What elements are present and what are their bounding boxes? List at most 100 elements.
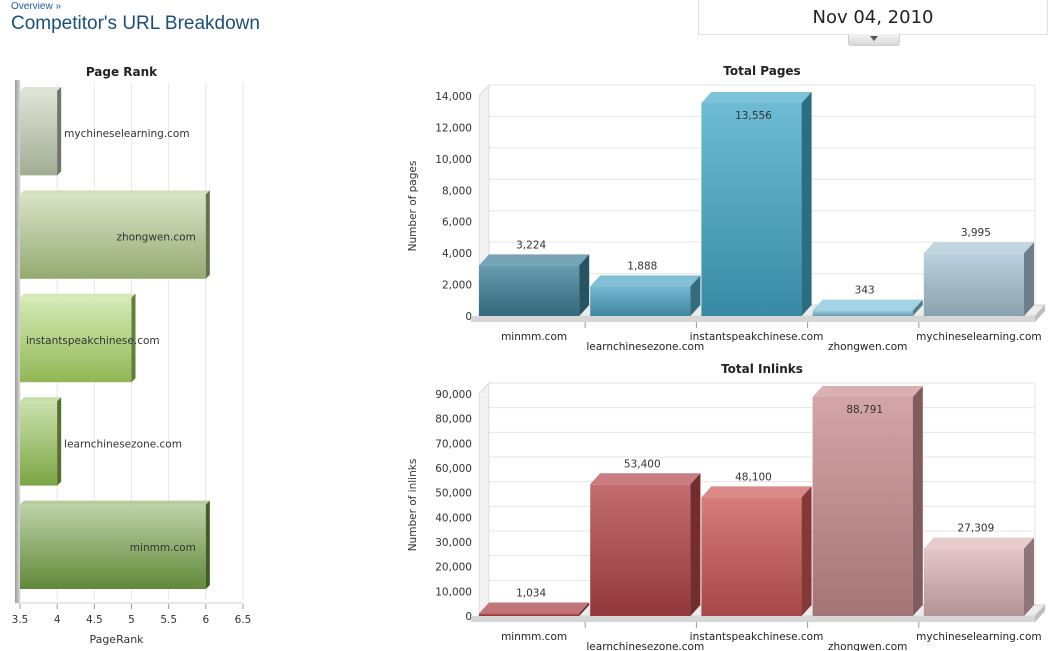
bar-top[interactable] [20, 190, 210, 195]
x-tick-label: minmm.com [501, 331, 567, 343]
page-title: Competitor's URL Breakdown [11, 13, 260, 34]
bar[interactable] [479, 602, 590, 616]
bar-side[interactable] [1024, 537, 1034, 616]
bar-side[interactable] [801, 91, 812, 316]
data-label: 88,791 [846, 404, 883, 416]
x-tick-label: 4.5 [86, 614, 103, 626]
bar-front[interactable] [590, 484, 691, 616]
bar-side[interactable] [205, 500, 210, 589]
bar-top[interactable] [479, 602, 590, 614]
bar[interactable] [701, 486, 812, 616]
y-axis-title: Number of pages [407, 161, 419, 252]
data-label: 53,400 [624, 458, 661, 470]
data-label: 48,100 [735, 471, 772, 483]
data-label: 343 [855, 285, 875, 297]
plot-floor-side [1035, 605, 1045, 622]
bar[interactable] [812, 385, 923, 616]
bar-top[interactable] [701, 91, 812, 103]
bar-side[interactable] [579, 602, 590, 616]
date-dropdown-toggle[interactable] [848, 34, 900, 46]
plot-floor-side [1035, 305, 1045, 322]
bar-side[interactable] [690, 473, 701, 616]
bar-top[interactable] [20, 87, 62, 91]
y-tick-label: 80,000 [435, 414, 472, 426]
bar[interactable] [20, 293, 136, 383]
bar-front[interactable] [479, 265, 580, 316]
y-tick-label: 8,000 [442, 185, 472, 197]
bar-front[interactable] [701, 497, 802, 616]
bar-side[interactable] [912, 299, 923, 316]
category-label: zhongwen.com [116, 232, 195, 244]
y-tick-label: 10,000 [435, 154, 472, 166]
bar[interactable] [590, 473, 701, 616]
chart-total-inlinks: 0 10,000 20,000 30,000 40,000 50,000 60,000 70,… [407, 362, 1047, 651]
bar[interactable] [590, 275, 701, 316]
bar-side[interactable] [131, 293, 136, 383]
plot-floor-edge [471, 316, 1035, 322]
y-tick-label: 12,000 [435, 122, 472, 134]
bar-top[interactable] [812, 299, 923, 311]
bar-front[interactable] [812, 396, 913, 616]
bar-front[interactable] [20, 504, 206, 589]
bar-front[interactable] [812, 310, 913, 316]
bar-front[interactable] [923, 253, 1024, 316]
chart-title: Total Pages [723, 64, 800, 78]
bar-side[interactable] [205, 190, 210, 279]
bar-side[interactable] [1024, 242, 1034, 316]
x-tick-label: zhongwen.com [828, 641, 907, 651]
bar-top[interactable] [590, 473, 701, 485]
bar-top[interactable] [20, 293, 136, 298]
bar-top[interactable] [923, 537, 1034, 549]
bar-front[interactable] [479, 613, 580, 616]
x-tick-label: zhongwen.com [828, 341, 907, 353]
x-tick-label: 5 [128, 614, 135, 626]
bar-side[interactable] [801, 486, 812, 616]
category-label: instantspeakchinese.com [26, 335, 160, 347]
x-tick-label: 6.5 [235, 614, 252, 626]
bar-front[interactable] [20, 401, 58, 486]
bar[interactable] [923, 537, 1034, 616]
bar-front[interactable] [701, 102, 802, 316]
plot-left-wall [15, 80, 20, 603]
bar[interactable] [701, 91, 812, 316]
bar-top[interactable] [812, 385, 923, 397]
bar-top[interactable] [590, 275, 701, 287]
x-tick-label: instantspeakchinese.com [690, 631, 824, 643]
y-tick-label: 14,000 [435, 91, 472, 103]
category-label: minmm.com [130, 542, 196, 554]
x-tick-label: instantspeakchinese.com [690, 331, 824, 343]
bar-top[interactable] [20, 397, 62, 402]
bar[interactable] [812, 299, 923, 316]
date-display: Nov 04, 2010 [812, 7, 934, 28]
bar-front[interactable] [923, 548, 1024, 616]
bar[interactable] [20, 397, 62, 486]
data-label: 1,888 [627, 260, 657, 272]
chevron-down-icon [870, 36, 878, 41]
bar-side[interactable] [57, 397, 62, 486]
bar-side[interactable] [912, 385, 923, 616]
bar[interactable] [20, 500, 210, 589]
y-tick-label: 10,000 [435, 586, 472, 598]
bar-front[interactable] [20, 297, 132, 383]
y-tick-label: 30,000 [435, 537, 472, 549]
bar[interactable] [20, 190, 210, 279]
breadcrumb[interactable]: Overview » [11, 1, 62, 12]
bar-side[interactable] [57, 87, 62, 176]
bar-side[interactable] [690, 275, 701, 316]
bar-top[interactable] [20, 500, 210, 505]
bar[interactable] [479, 254, 590, 316]
category-label: learnchinesezone.com [64, 438, 182, 450]
y-tick-label: 20,000 [435, 562, 472, 574]
bar[interactable] [20, 87, 62, 176]
x-tick-label: 5.5 [160, 614, 177, 626]
bar-top[interactable] [923, 242, 1034, 254]
bar[interactable] [923, 242, 1034, 316]
bar-front[interactable] [20, 194, 206, 279]
bar-top[interactable] [701, 486, 812, 498]
bar-side[interactable] [579, 254, 590, 316]
bar-front[interactable] [590, 286, 691, 316]
bar-front[interactable] [20, 91, 58, 176]
bar-top[interactable] [479, 254, 590, 266]
x-tick-label: mychineselearning.com [916, 331, 1041, 343]
